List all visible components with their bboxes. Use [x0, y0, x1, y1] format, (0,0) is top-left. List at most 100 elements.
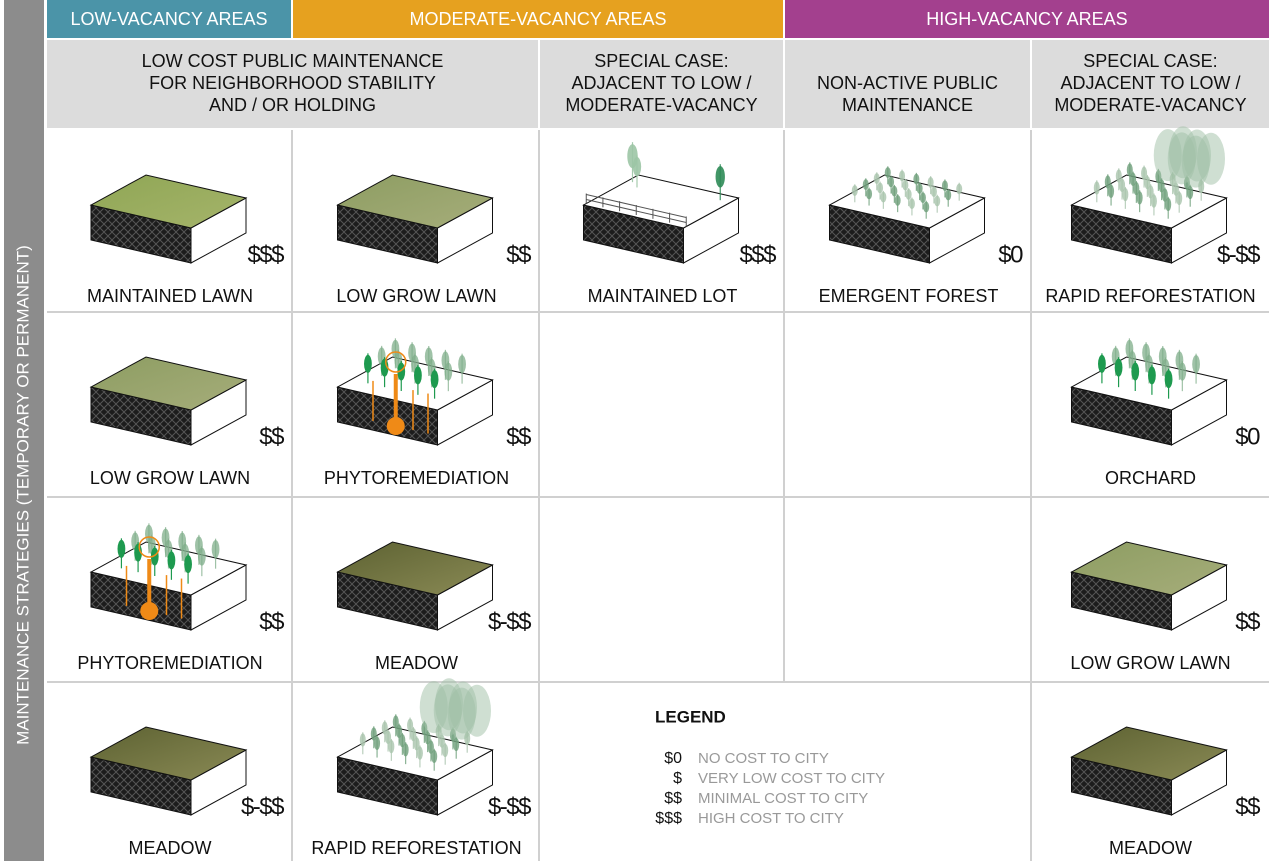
column-header-line: FOR NEIGHBORHOOD STABILITY — [149, 73, 436, 93]
strategy-label: MEADOW — [1109, 838, 1192, 858]
cost: $-$$ — [488, 793, 531, 820]
legend-title: LEGEND — [655, 707, 726, 726]
tree-crown — [397, 362, 406, 381]
canopy — [1197, 132, 1225, 185]
tree-crown — [364, 354, 372, 373]
column-header-line: MODERATE-VACANCY — [1054, 95, 1246, 115]
block-top — [1070, 541, 1228, 596]
cost: $$ — [259, 608, 284, 635]
tree-crown — [884, 167, 891, 178]
fence-rail — [586, 199, 687, 223]
tree-crown — [1148, 366, 1156, 385]
column-header-line: LOW COST PUBLIC MAINTENANCE — [142, 51, 444, 71]
tree-crown — [941, 180, 948, 192]
tree-crown — [927, 177, 934, 188]
side-bar — [4, 0, 44, 861]
block-illustration — [336, 678, 494, 816]
block-illustration — [582, 142, 740, 264]
tree-crown — [430, 370, 439, 389]
strategy-label: LOW GROW LAWN — [90, 468, 250, 488]
tree-crown — [1136, 191, 1143, 205]
block-top — [89, 356, 248, 411]
tree-crown — [392, 715, 399, 729]
block-illustration — [89, 726, 248, 816]
target-ring — [138, 536, 160, 558]
tree-crown — [381, 721, 388, 735]
block-illustration — [89, 523, 248, 631]
fence-rail — [586, 194, 687, 218]
tree-crown — [184, 555, 192, 574]
cost: $$$ — [247, 241, 284, 268]
strategy-label: PHYTOREMEDIATION — [77, 653, 262, 673]
tree-crown — [413, 737, 420, 751]
tree-crown — [1126, 163, 1133, 177]
block-top — [89, 174, 248, 229]
tree-crown — [632, 157, 642, 177]
block-illustration — [89, 174, 248, 264]
tree-crown — [1133, 181, 1140, 196]
tree-crown — [1141, 166, 1148, 180]
tree-crown — [414, 366, 422, 385]
tree-crown — [1104, 175, 1111, 189]
tree-crown — [913, 173, 920, 185]
block-illustration — [336, 338, 494, 446]
block-top — [336, 174, 494, 229]
tree-crown — [117, 539, 126, 558]
block-top — [89, 726, 248, 781]
strategy-label: MEADOW — [129, 838, 212, 858]
tree-crown — [888, 176, 895, 188]
tree-crown — [902, 179, 909, 191]
cost: $0 — [998, 241, 1023, 268]
tree-crown — [407, 718, 414, 732]
tree-crown — [1098, 354, 1106, 373]
cost: $-$$ — [241, 793, 284, 820]
tree-crown — [167, 551, 176, 570]
strategy-label: EMERGENT FOREST — [819, 286, 999, 306]
tree-crown — [385, 730, 392, 744]
tree-crown — [956, 183, 963, 195]
tree-crown — [715, 166, 725, 188]
block-illustration — [1070, 726, 1228, 816]
area-label: LOW-VACANCY AREAS — [70, 9, 267, 29]
cost: $$ — [259, 423, 284, 450]
legend-text: MINIMAL COST TO CITY — [698, 790, 868, 807]
block-top — [582, 174, 740, 229]
cost: $-$$ — [1217, 241, 1260, 268]
tree-crown — [399, 733, 406, 748]
canopy — [463, 684, 491, 737]
column-header-line: SPECIAL CASE: — [1083, 51, 1217, 71]
side-label: MAINTENANCE STRATEGIES (TEMPORARY OR PER… — [13, 245, 32, 745]
tree-crown — [370, 727, 377, 741]
tree-crown — [1165, 197, 1172, 212]
tree-crown — [1115, 169, 1122, 183]
cost: $0 — [1235, 423, 1260, 450]
legend-symbol: $0 — [664, 750, 682, 767]
column-header-line: ADJACENT TO LOW / — [1060, 73, 1240, 93]
column-header-line: ADJACENT TO LOW / — [571, 73, 751, 93]
column-header — [1032, 40, 1269, 128]
tree-crown — [1187, 185, 1194, 200]
legend-symbol: $$ — [664, 790, 682, 807]
tree-crown — [930, 186, 937, 198]
tree-crown — [1161, 188, 1168, 202]
column-header-line: MAINTENANCE — [842, 95, 973, 115]
tree-crown — [877, 182, 884, 194]
column-header-line: AND / OR HOLDING — [209, 95, 376, 115]
strategy-label: ORCHARD — [1105, 468, 1196, 488]
tree-crown — [894, 195, 901, 206]
block-illustration — [1070, 338, 1228, 446]
tree-crown — [1130, 172, 1137, 186]
tree-crown — [197, 547, 206, 566]
area-bar — [293, 0, 783, 38]
target-ring — [385, 351, 407, 373]
tree-crown — [891, 185, 898, 197]
tree-crown — [444, 362, 453, 381]
tree-crown — [150, 547, 159, 566]
area-label: MODERATE-VACANCY AREAS — [409, 9, 666, 29]
legend-text: HIGH COST TO CITY — [698, 810, 844, 827]
tree-crown — [1147, 185, 1154, 199]
tree-crown — [211, 540, 220, 559]
tree-crown — [427, 740, 434, 754]
block-top — [336, 541, 494, 596]
tree-crown — [388, 739, 395, 754]
